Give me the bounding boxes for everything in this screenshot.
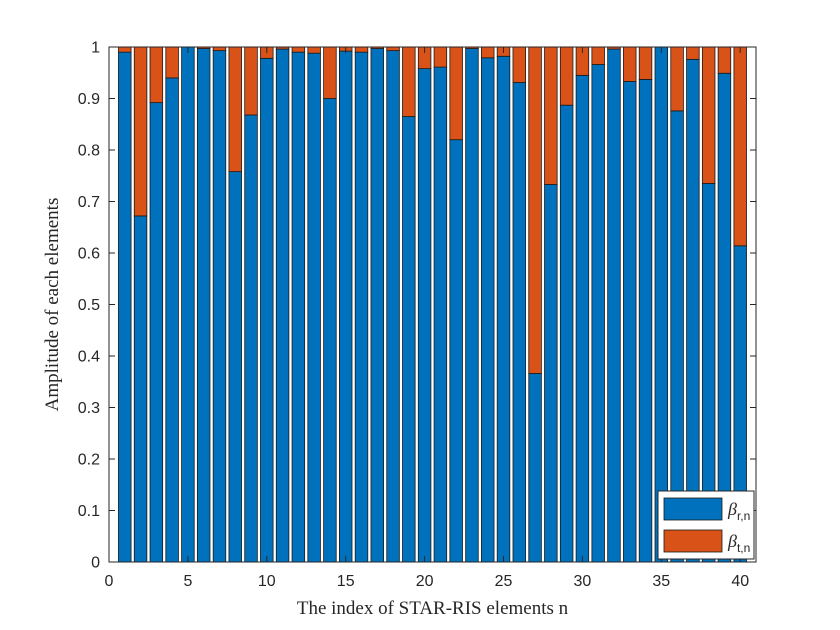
bar-beta-t-n-28 — [544, 46, 558, 185]
y-tick-label: 0.7 — [78, 194, 100, 211]
bar-beta-r-n-8 — [228, 171, 242, 563]
bar-beta-t-n-21 — [433, 46, 448, 68]
legend-label-base: β — [727, 531, 737, 551]
y-tick-label: 0.3 — [78, 400, 100, 417]
y-tick-label: 0.2 — [78, 452, 100, 469]
bar-beta-r-n-17 — [370, 48, 384, 563]
bar-beta-r-n-3 — [149, 102, 164, 563]
x-axis-title: The index of STAR-RIS elements n — [297, 598, 569, 619]
bar-beta-t-n-26 — [512, 46, 526, 83]
y-tick-label: 1 — [91, 40, 100, 57]
bar-beta-r-n-25 — [496, 55, 511, 563]
y-tick-label: 0 — [91, 555, 100, 572]
x-tick-label: 10 — [258, 573, 276, 590]
bar-beta-t-n-8 — [228, 46, 242, 173]
bar-beta-r-n-37 — [686, 58, 700, 563]
bar-beta-r-n-13 — [307, 52, 321, 563]
bar-beta-t-n-12 — [291, 46, 306, 53]
x-tick-label: 15 — [337, 573, 355, 590]
x-tick-label: 5 — [183, 573, 192, 590]
bar-beta-r-n-32 — [607, 48, 621, 563]
bar-beta-t-n-34 — [638, 46, 653, 80]
x-tick-label: 30 — [574, 573, 592, 590]
bar-beta-r-n-31 — [591, 64, 605, 563]
legend-label-beta-t-n: βt,n — [727, 531, 750, 555]
bar-beta-t-n-27 — [528, 46, 542, 374]
bar-beta-t-n-3 — [149, 46, 164, 104]
bar-beta-r-n-28 — [544, 184, 558, 563]
legend-label-base: β — [727, 499, 737, 519]
x-tick-label: 40 — [731, 573, 749, 590]
bar-beta-r-n-1 — [118, 51, 132, 563]
bar-beta-t-n-13 — [307, 46, 321, 54]
bar-beta-r-n-34 — [638, 79, 653, 563]
y-axis-title: Amplitude of each elements — [42, 198, 63, 412]
legend-label-beta-r-n: βr,n — [727, 499, 750, 523]
bar-beta-t-n-39 — [717, 46, 732, 74]
bar-beta-t-n-33 — [623, 46, 637, 82]
bar-beta-r-n-6 — [196, 48, 211, 563]
bar-beta-t-n-40 — [733, 46, 747, 247]
bar-beta-t-n-31 — [591, 46, 605, 65]
legend-swatch-beta-r-n — [663, 497, 723, 521]
bar-beta-r-n-33 — [623, 81, 637, 563]
y-tick-label: 0.6 — [78, 246, 100, 263]
bar-beta-t-n-24 — [481, 46, 495, 59]
x-tick-label: 25 — [495, 573, 513, 590]
bar-beta-t-n-4 — [165, 46, 179, 79]
bar-beta-r-n-10 — [260, 57, 274, 563]
bar-beta-r-n-2 — [133, 215, 148, 563]
y-tick-label: 0.1 — [78, 503, 100, 520]
bar-beta-t-n-2 — [133, 46, 148, 217]
bar-beta-r-n-11 — [275, 48, 290, 563]
bar-beta-r-n-26 — [512, 82, 526, 563]
bar-beta-r-n-20 — [417, 68, 432, 563]
bar-beta-r-n-30 — [575, 74, 590, 563]
bar-beta-t-n-22 — [449, 46, 463, 141]
plot-area: 00.10.20.30.40.50.60.70.80.910 5 10 15 20 25 3… — [78, 40, 757, 590]
bar-beta-t-n-38 — [701, 46, 716, 184]
bar-beta-r-n-23 — [465, 48, 479, 563]
bar-beta-r-n-35 — [654, 46, 669, 563]
bar-beta-r-n-22 — [449, 139, 463, 563]
bar-beta-t-n-18 — [386, 46, 400, 52]
bar-beta-r-n-16 — [354, 51, 369, 563]
bar-beta-r-n-18 — [386, 50, 400, 563]
bar-beta-r-n-19 — [402, 116, 416, 563]
bar-beta-r-n-12 — [291, 51, 306, 563]
bar-beta-t-n-14 — [323, 46, 337, 99]
bar-beta-r-n-24 — [481, 57, 495, 563]
bar-beta-t-n-36 — [670, 46, 684, 112]
y-tick-label: 0.5 — [78, 297, 100, 314]
legend: βr,n βt,n — [657, 490, 755, 560]
bar-beta-t-n-9 — [244, 46, 258, 116]
x-tick-label: 0 — [105, 573, 114, 590]
bar-beta-r-n-4 — [165, 77, 179, 563]
bar-beta-r-n-9 — [244, 114, 258, 563]
bar-beta-r-n-27 — [528, 373, 542, 563]
legend-swatch-beta-t-n — [663, 529, 723, 553]
bar-beta-t-n-29 — [559, 46, 574, 106]
bar-beta-r-n-5 — [181, 46, 195, 563]
bar-beta-r-n-7 — [212, 50, 227, 563]
bar-beta-t-n-37 — [686, 46, 700, 60]
legend-label-subscript: t,n — [737, 541, 750, 555]
x-tick-label: 20 — [416, 573, 434, 590]
y-tick-label: 0.4 — [78, 349, 100, 366]
bar-beta-t-n-1 — [118, 46, 132, 53]
bar-beta-r-n-15 — [338, 50, 353, 563]
legend-label-subscript: r,n — [737, 509, 750, 523]
y-tick-label: 0.8 — [78, 143, 100, 160]
bar-beta-t-n-7 — [212, 46, 227, 52]
bar-beta-t-n-19 — [402, 46, 416, 117]
y-tick-label: 0.9 — [78, 91, 100, 108]
bar-beta-r-n-29 — [559, 104, 574, 563]
x-tick-label: 35 — [652, 573, 670, 590]
bar-beta-r-n-14 — [323, 98, 337, 563]
bar-beta-t-n-16 — [354, 46, 369, 53]
bar-beta-r-n-39 — [717, 72, 732, 563]
bar-beta-r-n-21 — [433, 66, 448, 563]
